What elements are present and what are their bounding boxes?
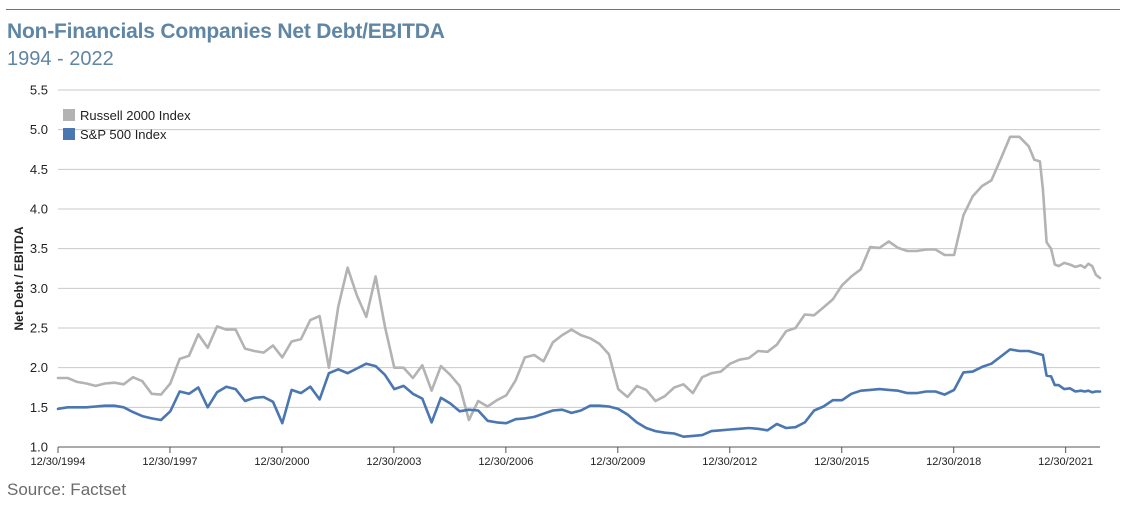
x-tick-label: 12/30/2021: [1038, 456, 1093, 468]
y-tick-label: 3.5: [30, 241, 48, 256]
x-axis-ticks: 12/30/1994 12/30/1997 12/30/2000 12/30/2003…: [30, 447, 1093, 468]
y-tick-label: 2.0: [30, 360, 48, 375]
y-tick-label: 1.0: [30, 440, 48, 455]
y-tick-label: 4.5: [30, 162, 48, 177]
chart-title: Non-Financials Companies Net Debt/EBITDA: [7, 20, 445, 43]
x-tick-label: 12/30/2018: [926, 456, 981, 468]
series-line-1: [56, 348, 1102, 438]
x-tick-label: 12/30/2003: [366, 456, 421, 468]
x-tick-label: 12/30/2012: [702, 456, 757, 468]
x-tick-label: 12/30/2006: [478, 456, 533, 468]
y-tick-label: 2.5: [30, 321, 48, 336]
legend-label-russell-2000: Russell 2000 Index: [80, 108, 191, 123]
x-tick-label: 12/30/1997: [142, 456, 197, 468]
chart-subtitle: 1994 - 2022: [7, 48, 114, 70]
legend-label-sp-500: S&P 500 Index: [80, 127, 167, 142]
x-tick-label: 12/30/1994: [30, 456, 85, 468]
x-tick-label: 12/30/2009: [590, 456, 645, 468]
legend-swatch-sp-500: [63, 128, 75, 140]
y-axis-ticks: 1.0 1.5 2.0 2.5 3.0 3.5 4.0 4.5 5.0 5.5: [30, 83, 48, 455]
legend: Russell 2000 Index S&P 500 Index: [63, 108, 191, 142]
y-tick-label: 5.5: [30, 83, 48, 98]
header-rule: [6, 9, 1120, 10]
series-line-0: [56, 135, 1102, 422]
gridlines: [58, 89, 1100, 408]
x-tick-label: 12/30/2000: [254, 456, 309, 468]
y-tick-label: 4.0: [30, 202, 48, 217]
legend-swatch-russell-2000: [63, 109, 75, 121]
source-note: Source: Factset: [7, 480, 127, 499]
y-axis-label: Net Debt / EBITDA: [12, 226, 26, 330]
y-tick-label: 1.5: [30, 400, 48, 415]
series-lines: [56, 135, 1102, 438]
x-tick-label: 12/30/2015: [814, 456, 869, 468]
y-tick-label: 3.0: [30, 281, 48, 296]
y-tick-label: 5.0: [30, 122, 48, 137]
